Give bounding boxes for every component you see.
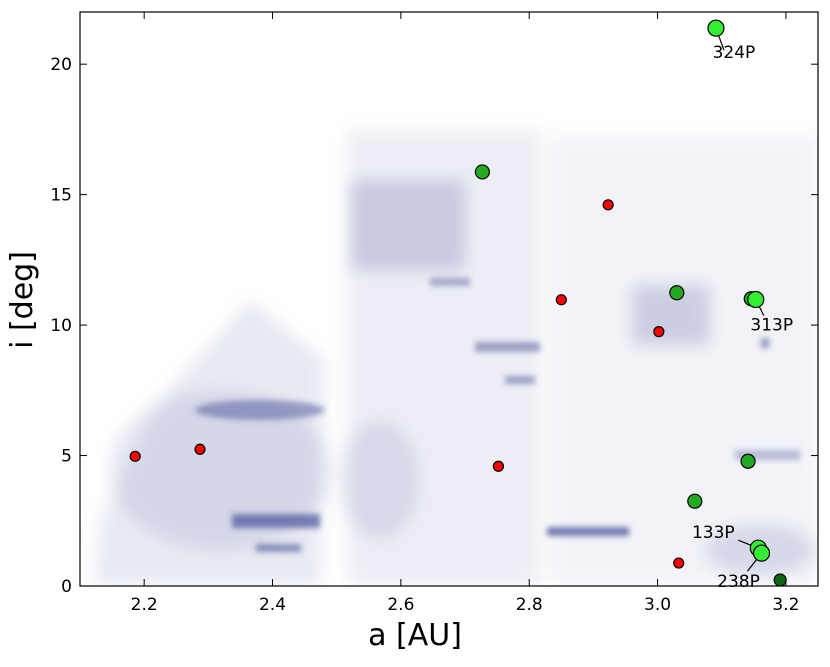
y-tick-label: 10: [50, 316, 72, 336]
annotation: 324P: [713, 43, 756, 63]
point: [687, 493, 703, 509]
point: [602, 199, 614, 211]
point: [492, 460, 505, 472]
x-tick-label: 2.4: [259, 595, 286, 615]
y-tick-label: 15: [50, 186, 72, 206]
point: [752, 544, 771, 562]
annotation: 313P: [750, 316, 793, 336]
annotation: 238P: [717, 572, 760, 592]
point: [194, 443, 206, 455]
y-tick-label: 0: [61, 577, 72, 597]
plot-frame: [79, 11, 819, 587]
x-tick-label: 3.2: [772, 595, 799, 615]
point: [707, 19, 725, 37]
asteroid-density: [95, 130, 818, 585]
point: [747, 290, 765, 309]
y-tick-label: 5: [61, 447, 72, 467]
annotation: 133P: [692, 523, 735, 543]
y-axis-label: i [deg]: [5, 251, 40, 349]
x-tick-label: 2.6: [387, 595, 414, 615]
x-tick-label: 3.0: [644, 595, 671, 615]
point: [773, 573, 787, 587]
x-tick-label: 2.2: [131, 595, 158, 615]
y-tick-label: 20: [50, 55, 72, 75]
point: [555, 294, 567, 306]
x-axis-label: a [AU]: [368, 618, 462, 653]
point: [673, 557, 685, 569]
point: [129, 450, 141, 462]
x-tick-label: 2.8: [516, 595, 543, 615]
point: [474, 164, 490, 180]
point: [669, 285, 685, 301]
point: [653, 326, 665, 338]
point: [740, 453, 756, 469]
